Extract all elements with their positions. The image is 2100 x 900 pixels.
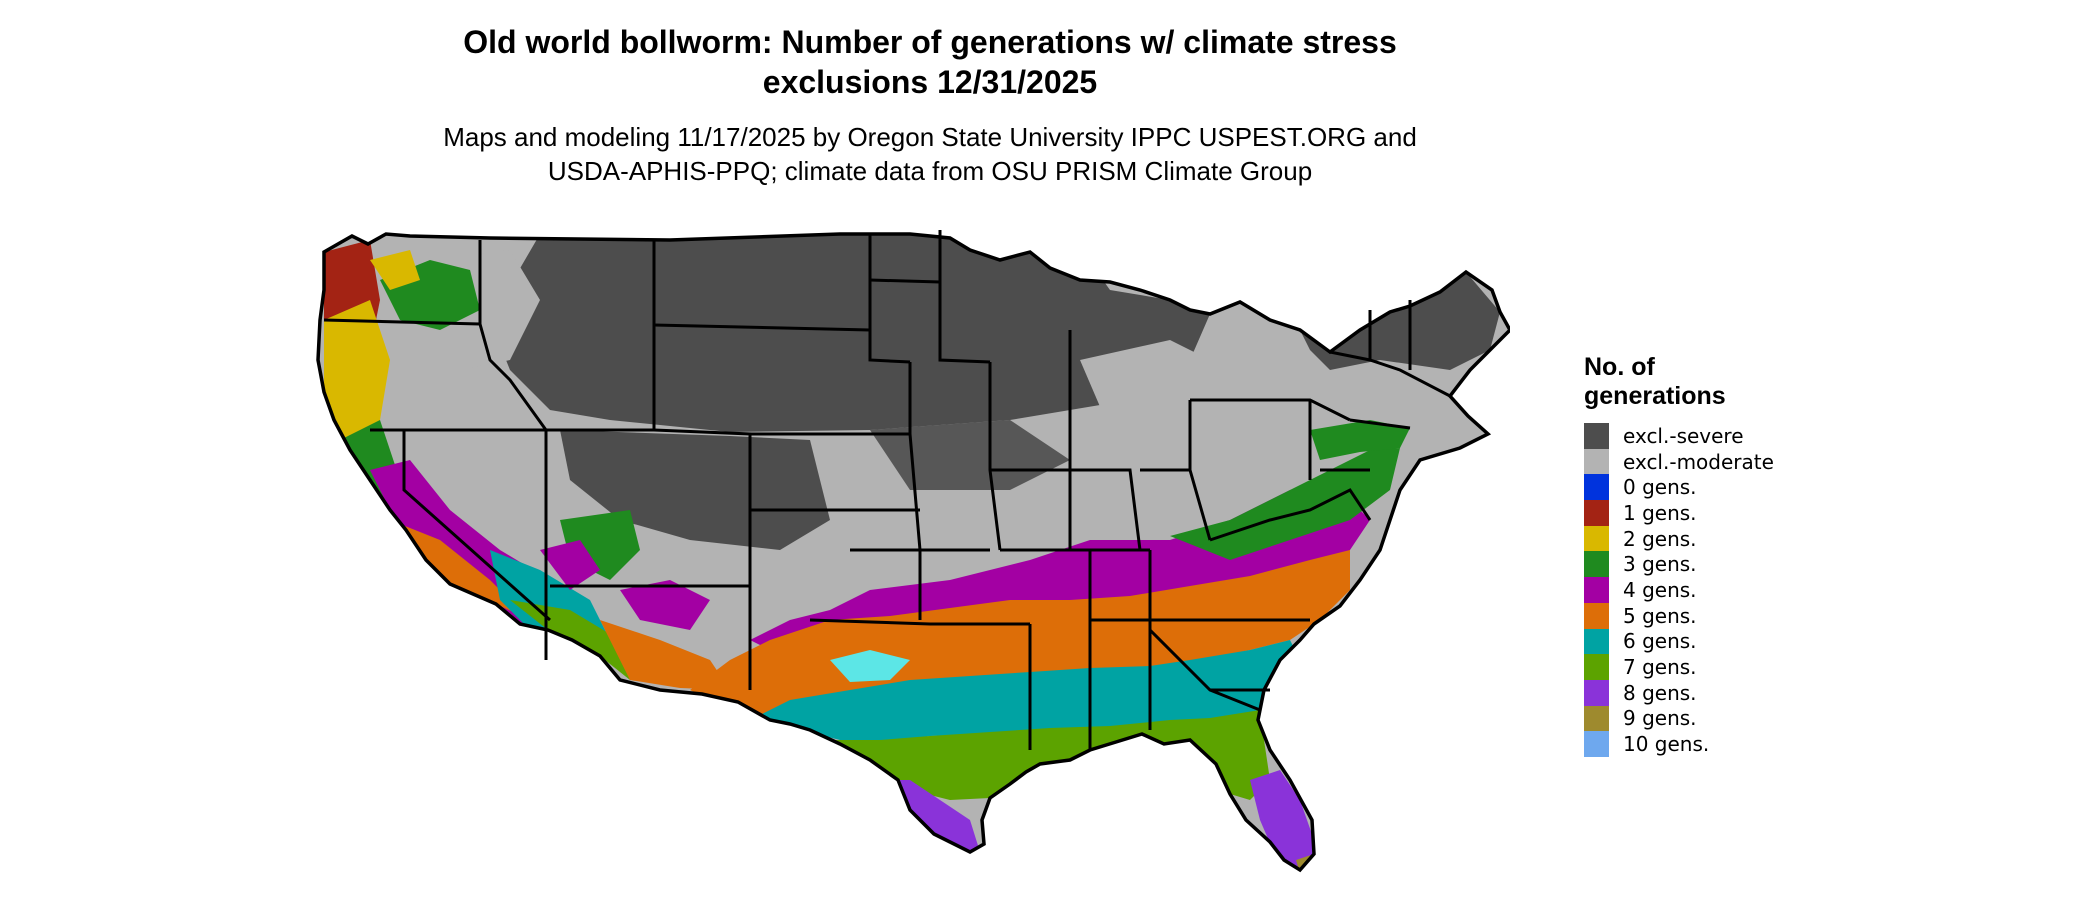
legend-item: 7 gens.	[1584, 654, 1804, 680]
map-title: Old world bollworm: Number of generation…	[0, 22, 1860, 102]
legend-label: 9 gens.	[1623, 706, 1697, 731]
legend-item: excl.-severe	[1584, 423, 1804, 449]
legend-items: excl.-severe excl.-moderate 0 gens. 1 gens.…	[1584, 423, 1804, 757]
legend-title-line-1: No. of	[1584, 353, 1655, 381]
title-line-1: Old world bollworm: Number of generation…	[463, 24, 1397, 60]
legend-title-line-2: generations	[1584, 382, 1726, 410]
legend-swatch	[1584, 705, 1609, 732]
legend-item: 5 gens.	[1584, 602, 1804, 629]
legend-swatch	[1584, 474, 1609, 501]
legend-swatch	[1584, 654, 1609, 680]
subtitle-line-1: Maps and modeling 11/17/2025 by Oregon S…	[443, 122, 1417, 152]
legend-label: excl.-moderate	[1623, 449, 1774, 474]
legend-swatch	[1584, 448, 1609, 475]
legend-label: 7 gens.	[1623, 655, 1697, 680]
legend-item: 1 gens.	[1584, 500, 1804, 526]
legend-label: 4 gens.	[1623, 577, 1697, 602]
legend-item: 4 gens.	[1584, 577, 1804, 603]
us-generations-map	[316, 230, 1510, 873]
title-line-2: exclusions 12/31/2025	[762, 64, 1098, 100]
legend-item: 3 gens.	[1584, 551, 1804, 578]
legend-swatch	[1584, 628, 1609, 655]
subtitle-line-2: USDA-APHIS-PPQ; climate data from OSU PR…	[547, 156, 1313, 186]
legend-swatch	[1584, 500, 1609, 526]
legend-swatch	[1584, 731, 1609, 757]
legend-label: 3 gens.	[1623, 552, 1697, 577]
legend-label: excl.-severe	[1623, 423, 1744, 448]
legend-item: 6 gens.	[1584, 628, 1804, 655]
legend-item: excl.-moderate	[1584, 448, 1804, 475]
legend-label: 2 gens.	[1623, 526, 1697, 551]
legend-label: 8 gens.	[1623, 680, 1697, 705]
legend-item: 0 gens.	[1584, 474, 1804, 501]
map-subtitle: Maps and modeling 11/17/2025 by Oregon S…	[0, 120, 1860, 188]
legend-item: 9 gens.	[1584, 705, 1804, 732]
legend-swatch	[1584, 525, 1609, 552]
legend-swatch	[1584, 602, 1609, 629]
legend-label: 1 gens.	[1623, 500, 1697, 525]
legend-swatch	[1584, 551, 1609, 578]
legend-label: 6 gens.	[1623, 629, 1697, 654]
legend-swatch	[1584, 679, 1609, 706]
legend-label: 0 gens.	[1623, 475, 1697, 500]
legend-label: 10 gens.	[1623, 732, 1710, 757]
legend-label: 5 gens.	[1623, 603, 1697, 628]
legend-swatch	[1584, 423, 1609, 449]
legend-swatch	[1584, 577, 1609, 603]
legend-item: 2 gens.	[1584, 525, 1804, 552]
legend-item: 8 gens.	[1584, 679, 1804, 706]
legend: No. of generations excl.-severe excl.-mod…	[1584, 353, 1804, 757]
legend-title: No. of generations	[1584, 353, 1804, 411]
legend-item: 10 gens.	[1584, 731, 1804, 757]
